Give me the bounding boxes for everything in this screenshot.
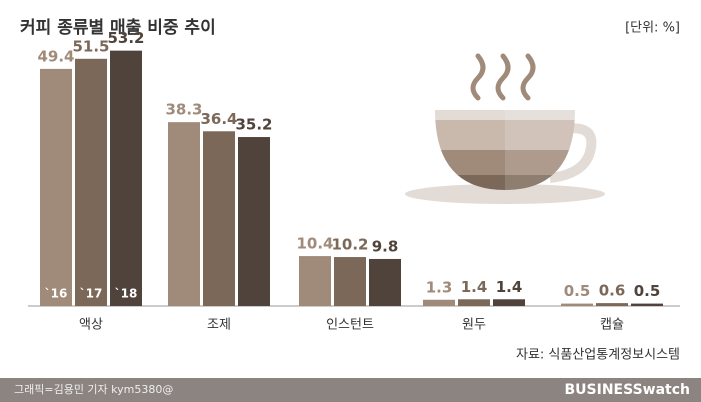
bar <box>203 131 235 306</box>
bar <box>369 258 401 306</box>
legend-label: `16 <box>45 287 68 301</box>
legend-label: `17 <box>80 287 103 301</box>
data-label: 10.2 <box>331 236 368 254</box>
x-tick-label: 캡슐 <box>600 318 624 333</box>
credit: 그래픽=김용민 기자 kym5380@ <box>14 383 173 396</box>
bar <box>334 257 366 306</box>
data-label: 51.5 <box>72 37 109 55</box>
bar <box>493 299 525 306</box>
bar <box>110 50 142 306</box>
footer-band <box>0 378 701 402</box>
bar <box>75 58 107 306</box>
data-label: 0.5 <box>564 282 591 300</box>
data-label: 9.8 <box>372 237 399 255</box>
bar <box>631 303 663 306</box>
data-label: 10.4 <box>296 235 333 253</box>
x-tick-label: 인스턴트 <box>326 318 374 333</box>
data-label: 38.3 <box>165 101 202 119</box>
bar <box>238 137 270 306</box>
bar <box>168 122 200 306</box>
data-label: 49.4 <box>37 47 74 65</box>
bar <box>561 303 593 306</box>
bar <box>458 299 490 306</box>
coffee-cup <box>405 53 605 204</box>
data-label: 0.6 <box>599 282 626 300</box>
x-tick-label: 액상 <box>79 318 103 333</box>
unit-label: [단위: %] <box>625 21 680 36</box>
x-tick-label: 조제 <box>207 318 231 333</box>
chart-title: 커피 종류별 매출 비중 추이 <box>20 18 216 38</box>
legend-label: `18 <box>115 287 138 301</box>
bar <box>596 303 628 306</box>
bar <box>40 68 72 306</box>
brand: BUSINESSwatch <box>565 382 691 398</box>
data-label: 1.3 <box>426 278 453 296</box>
data-label: 35.2 <box>235 116 272 134</box>
data-label: 1.4 <box>461 278 488 296</box>
x-tick-label: 원두 <box>462 318 486 333</box>
data-label: 36.4 <box>200 110 237 128</box>
data-label: 53.2 <box>107 29 144 47</box>
data-label: 0.5 <box>634 282 661 300</box>
data-label: 1.4 <box>496 278 523 296</box>
bar <box>423 299 455 306</box>
bar <box>299 256 331 306</box>
source: 자료: 식품산업통계정보시스템 <box>516 348 680 363</box>
